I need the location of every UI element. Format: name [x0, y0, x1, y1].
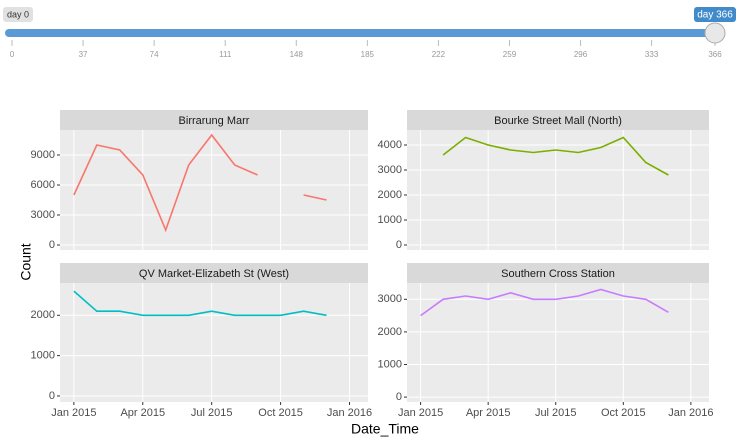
strip: [407, 110, 709, 130]
x-tick-label: Jan 2015: [398, 407, 443, 419]
slider-tick-label: 148: [290, 50, 304, 59]
series-line: [442, 136, 669, 176]
strip-title: Southern Cross Station: [501, 268, 615, 280]
x-axis-title: Date_Time: [351, 421, 419, 437]
y-axis-title: Count: [18, 243, 34, 280]
y-tick-label: 1000: [378, 358, 402, 370]
y-tick-label: 3000: [378, 293, 402, 305]
y-tick-label: 0: [49, 390, 55, 402]
panel-background: [407, 283, 709, 402]
panel-background: [60, 130, 368, 250]
strip: [60, 263, 368, 283]
slider-handle[interactable]: [704, 22, 726, 44]
y-tick-label: 3000: [378, 164, 402, 176]
strip: [407, 263, 709, 283]
x-tick-label: Jan 2016: [668, 407, 713, 419]
slider-tick-label: 366: [708, 50, 722, 59]
series-line: [420, 288, 669, 317]
y-tick-label: 0: [49, 239, 55, 251]
value-label-box: [694, 7, 736, 22]
panel-background: [60, 283, 368, 402]
slider-track[interactable]: [5, 29, 715, 37]
min-label: day 0: [7, 9, 29, 19]
x-tick-label: Oct 2015: [601, 407, 646, 419]
slider-tick-label: 333: [645, 50, 659, 59]
slider-tick-label: 222: [432, 50, 446, 59]
x-tick-label: Jan 2015: [51, 407, 96, 419]
slider-tick-label: 259: [503, 50, 517, 59]
y-tick-label: 0: [396, 391, 402, 403]
y-tick-label: 1000: [31, 350, 55, 362]
x-tick-label: Apr 2015: [120, 407, 165, 419]
y-tick-label: 3000: [31, 209, 55, 221]
slider-tick-label: 0: [10, 50, 15, 59]
x-tick-label: Jan 2016: [327, 407, 372, 419]
min-label-box: [3, 7, 33, 22]
slider-tick-label: 296: [574, 50, 588, 59]
slider-tick-label: 185: [361, 50, 375, 59]
y-tick-label: 6000: [31, 179, 55, 191]
strip-title: QV Market-Elizabeth St (West): [139, 268, 289, 280]
y-tick-label: 4000: [378, 139, 402, 151]
x-tick-label: Oct 2015: [258, 407, 303, 419]
slider-tick-label: 111: [219, 50, 232, 59]
series-line: [73, 290, 327, 317]
value-label: day 366: [697, 10, 733, 21]
strip-title: Bourke Street Mall (North): [494, 115, 622, 127]
x-tick-label: Apr 2015: [466, 407, 511, 419]
y-tick-label: 0: [396, 239, 402, 251]
strip-title: Birrarung Marr: [179, 115, 250, 127]
slider[interactable]: day 0 day 366 0 37 74 111 148 185 222 259 296 333…: [3, 7, 736, 59]
series-line: [73, 133, 327, 233]
y-tick-label: 2000: [31, 309, 55, 321]
strip: [60, 110, 368, 130]
y-tick-label: 9000: [31, 149, 55, 161]
x-tick-label: Jul 2015: [535, 407, 577, 419]
y-tick-label: 1000: [378, 214, 402, 226]
y-tick-label: 2000: [378, 189, 402, 201]
slider-tick-label: 37: [79, 50, 88, 59]
slider-tick-label: 74: [150, 50, 159, 59]
y-tick-label: 2000: [378, 326, 402, 338]
x-tick-label: Jul 2015: [191, 407, 233, 419]
